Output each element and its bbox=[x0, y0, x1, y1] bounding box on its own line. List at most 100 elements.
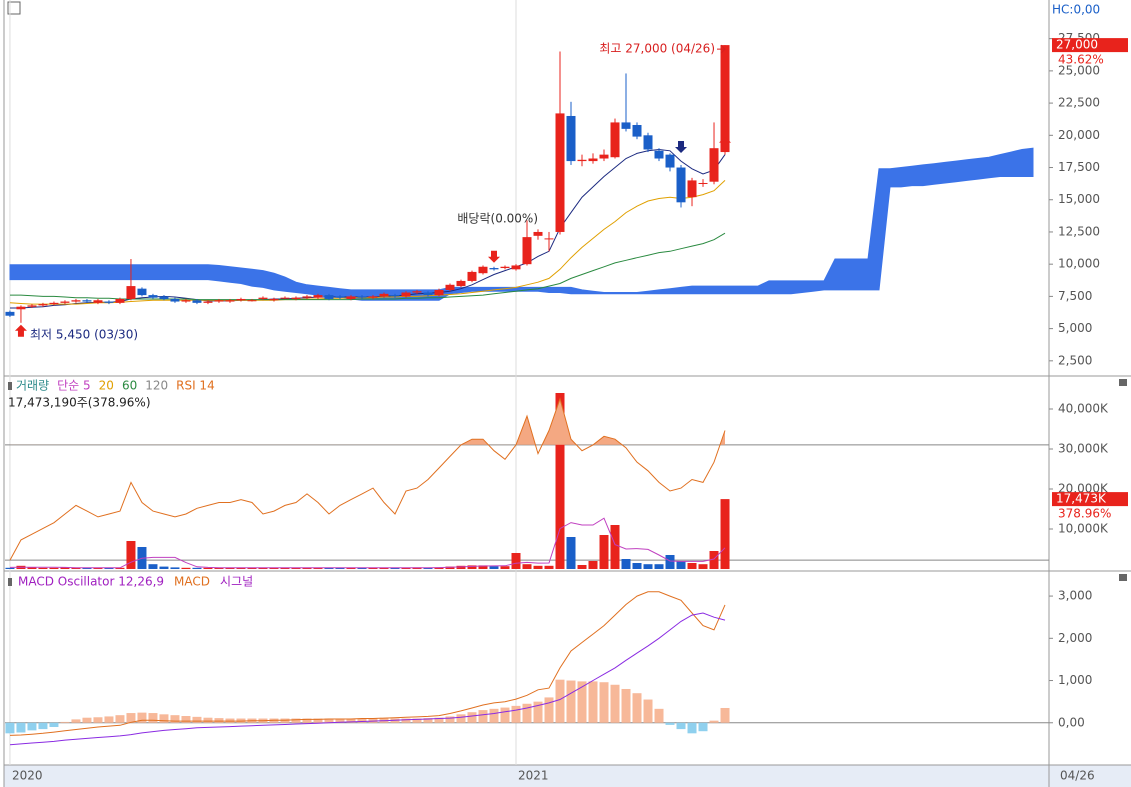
volume-bar bbox=[269, 567, 279, 569]
candle-body bbox=[324, 295, 334, 299]
candle-body bbox=[445, 284, 455, 290]
oscillator-bar bbox=[720, 707, 730, 723]
candle-body bbox=[566, 115, 576, 162]
candle-body bbox=[247, 300, 257, 302]
volume-bar bbox=[555, 393, 565, 569]
candle-body bbox=[93, 300, 103, 303]
candle-body bbox=[577, 159, 587, 162]
oscillator-bar bbox=[489, 708, 499, 723]
candle-body bbox=[654, 150, 664, 159]
oscillator-bar bbox=[126, 713, 136, 723]
candle-body bbox=[236, 298, 246, 301]
candle-body bbox=[478, 266, 488, 274]
y-tick-label: 40,000K bbox=[1058, 402, 1109, 416]
rsi-line bbox=[9, 397, 726, 561]
candle-body bbox=[335, 296, 345, 298]
signal-arrow bbox=[719, 136, 732, 149]
candle-body bbox=[27, 305, 37, 307]
volume-bar bbox=[511, 553, 521, 569]
oscillator-bar bbox=[456, 714, 466, 723]
y-tick-label: 20,000K bbox=[1058, 482, 1109, 496]
y-tick-label: 15,000 bbox=[1058, 192, 1100, 206]
oscillator-bar bbox=[335, 718, 345, 723]
oscillator-bar bbox=[181, 716, 191, 723]
oscillator-bar bbox=[16, 722, 26, 733]
panel-close[interactable] bbox=[1119, 379, 1127, 386]
candle-body bbox=[203, 301, 213, 303]
signal-arrow bbox=[14, 324, 27, 337]
y-tick-label: 0,00 bbox=[1058, 715, 1085, 729]
candle-body bbox=[104, 301, 114, 303]
x-axis-strip bbox=[4, 765, 1049, 787]
volume-bar bbox=[368, 567, 378, 569]
candle-body bbox=[148, 295, 158, 298]
volume-bar bbox=[203, 567, 213, 569]
candle-body bbox=[170, 298, 180, 302]
price-tag bbox=[1052, 38, 1128, 53]
volume-bar bbox=[38, 567, 48, 569]
oscillator-bar bbox=[500, 707, 510, 723]
menu-icon[interactable] bbox=[7, 1, 21, 15]
candle-body bbox=[621, 122, 631, 129]
oscillator-bar bbox=[357, 718, 367, 723]
candle-body bbox=[280, 297, 290, 299]
volume-bar bbox=[126, 541, 136, 569]
candle-body bbox=[192, 300, 202, 303]
oscillator-bar bbox=[38, 722, 48, 730]
candle-body bbox=[610, 122, 620, 158]
volume-bar bbox=[82, 567, 92, 569]
candle-body bbox=[214, 300, 224, 302]
y-tick-label: 7,500 bbox=[1058, 289, 1092, 303]
oscillator-bar bbox=[588, 681, 598, 723]
oscillator-bar bbox=[214, 718, 224, 723]
macd-line bbox=[9, 591, 726, 736]
volume-bar bbox=[236, 567, 246, 569]
volume-bar bbox=[599, 535, 609, 569]
volume-bar bbox=[214, 567, 224, 569]
legend-item: MACD Oscillator 12,26,9 bbox=[18, 575, 164, 589]
oscillator-bar bbox=[137, 712, 147, 723]
signal-arrow bbox=[675, 140, 688, 153]
candle-body bbox=[665, 154, 675, 168]
y-tick-label: 5,000 bbox=[1058, 321, 1092, 335]
candle-body bbox=[390, 295, 400, 297]
volume-bar bbox=[115, 567, 125, 569]
volume-bar bbox=[720, 499, 730, 569]
legend-item: RSI 14 bbox=[176, 379, 215, 393]
volume-bar bbox=[280, 567, 290, 569]
candle-body bbox=[258, 297, 268, 299]
oscillator-bar bbox=[192, 716, 202, 723]
volume-bar bbox=[313, 567, 323, 569]
candle-body bbox=[16, 306, 26, 310]
candle-body bbox=[599, 154, 609, 159]
candle-body bbox=[159, 296, 169, 299]
volume-bar bbox=[665, 555, 675, 569]
volume-bar bbox=[346, 567, 356, 569]
candle-body bbox=[676, 167, 686, 203]
oscillator-bar bbox=[159, 714, 169, 723]
oscillator-bar bbox=[203, 717, 213, 723]
candle-body bbox=[5, 311, 15, 316]
volume-bar bbox=[621, 559, 631, 569]
panel-close[interactable] bbox=[1119, 574, 1127, 581]
oscillator-bar bbox=[82, 717, 92, 723]
volume-bar bbox=[379, 567, 389, 569]
volume-bar bbox=[225, 567, 235, 569]
volume-bar bbox=[60, 567, 70, 569]
candle-body bbox=[38, 304, 48, 306]
volume-bar bbox=[401, 567, 411, 569]
oscillator-bar bbox=[577, 681, 587, 723]
oscillator-bar bbox=[709, 720, 719, 723]
volume-bar bbox=[467, 565, 477, 569]
arrow bbox=[717, 44, 726, 54]
y-tick-label: 10,000 bbox=[1058, 257, 1100, 271]
oscillator-bar bbox=[610, 684, 620, 723]
legend-item: 60 bbox=[122, 379, 137, 393]
oscillator-bar bbox=[49, 722, 59, 727]
y-tick-label: 2,500 bbox=[1058, 353, 1092, 367]
volume-bar bbox=[192, 567, 202, 569]
volume-bar bbox=[632, 563, 642, 569]
volume-bar bbox=[687, 563, 697, 569]
